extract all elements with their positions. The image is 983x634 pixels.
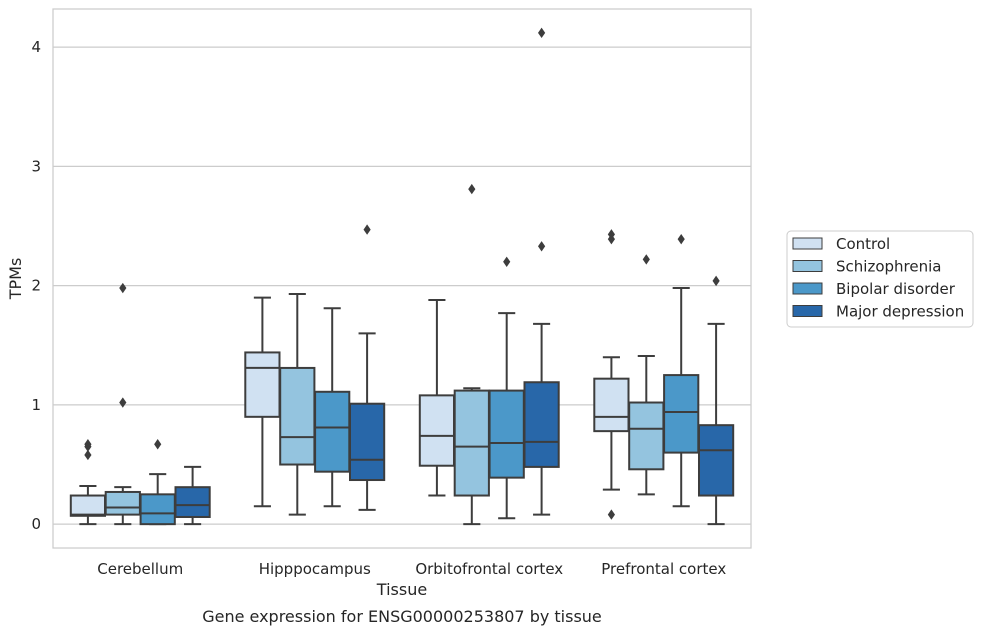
box-body	[69, 494, 107, 517]
box-control	[418, 298, 456, 497]
y-tick-label: 4	[31, 38, 41, 56]
box-body	[348, 402, 386, 482]
legend-swatch	[792, 305, 823, 317]
outlier-point	[468, 183, 476, 195]
box-bipolar-disorder	[139, 439, 176, 526]
legend-label: Control	[836, 235, 890, 253]
legend: Control Schizophrenia Bipolar disorder Majo…	[786, 230, 974, 328]
box-body	[314, 390, 351, 473]
y-tick-label: 3	[31, 157, 41, 175]
box-control	[244, 296, 281, 508]
box-major-depression	[697, 275, 735, 526]
x-tick-label: Prefrontal cortex	[601, 560, 726, 578]
box-major-depression	[523, 27, 560, 516]
legend-swatch	[792, 237, 823, 250]
legend-item: Schizophrenia	[792, 258, 941, 276]
outlier-point	[677, 233, 685, 245]
box-schizophrenia	[104, 282, 141, 526]
x-axis-label: Tissue	[376, 580, 427, 599]
chart-caption: Gene expression for ENSG00000253807 by t…	[202, 607, 602, 626]
box-body	[488, 389, 525, 479]
outlier-point	[538, 27, 546, 39]
outlier-point	[84, 439, 92, 450]
box-control	[593, 229, 630, 520]
box-body	[244, 351, 281, 418]
box-body	[418, 394, 456, 467]
box-body	[628, 401, 665, 471]
outlier-point	[607, 229, 615, 240]
y-axis-ticks: 0 1 2 3 4	[31, 38, 41, 533]
box-major-depression	[174, 465, 211, 526]
y-tick-label: 1	[31, 396, 41, 414]
box-body	[279, 366, 316, 466]
outlier-point	[538, 241, 546, 252]
legend-swatch	[792, 260, 823, 272]
box-bipolar-disorder	[314, 307, 351, 508]
outlier-point	[503, 256, 511, 268]
box-control	[69, 439, 107, 526]
legend-item: Major depression	[792, 303, 964, 321]
box-body	[139, 493, 176, 526]
x-tick-label: Hipppocampus	[259, 560, 371, 578]
y-tick-label: 0	[31, 515, 41, 533]
box-schizophrenia	[628, 254, 665, 496]
box-body	[523, 381, 560, 468]
box-body	[453, 389, 490, 497]
box-bipolar-disorder	[488, 256, 525, 520]
box-schizophrenia	[453, 183, 490, 526]
outlier-point	[642, 254, 650, 265]
legend-label: Bipolar disorder	[836, 280, 956, 298]
y-axis-label: TPMs	[6, 258, 25, 301]
outlier-point	[712, 275, 720, 287]
outlier-point	[84, 449, 92, 461]
legend-item: Bipolar disorder	[792, 280, 956, 298]
outlier-point	[363, 224, 371, 235]
outlier-point	[119, 397, 127, 408]
x-tick-label: Orbitofrontal cortex	[415, 560, 563, 578]
legend-item: Control	[792, 235, 890, 253]
box-body	[697, 424, 735, 497]
box-body	[593, 377, 630, 433]
outlier-point	[154, 439, 162, 450]
legend-label: Major depression	[836, 303, 964, 321]
legend-label: Schizophrenia	[836, 258, 941, 276]
box-bipolar-disorder	[663, 233, 700, 508]
legend-frame	[786, 230, 974, 328]
box-body	[174, 486, 211, 518]
box-body	[663, 374, 700, 454]
box-major-depression	[348, 224, 386, 511]
y-tick-label: 2	[31, 277, 41, 295]
box-body	[104, 490, 141, 516]
box-series	[69, 27, 735, 526]
outlier-point	[119, 282, 127, 294]
plot-area-frame	[52, 8, 752, 549]
box-schizophrenia	[279, 293, 316, 516]
outlier-point	[607, 509, 615, 520]
x-axis-ticks: Cerebellum Hipppocampus Orbitofrontal cort…	[97, 560, 726, 578]
x-tick-label: Cerebellum	[97, 560, 183, 578]
legend-swatch	[792, 282, 823, 295]
